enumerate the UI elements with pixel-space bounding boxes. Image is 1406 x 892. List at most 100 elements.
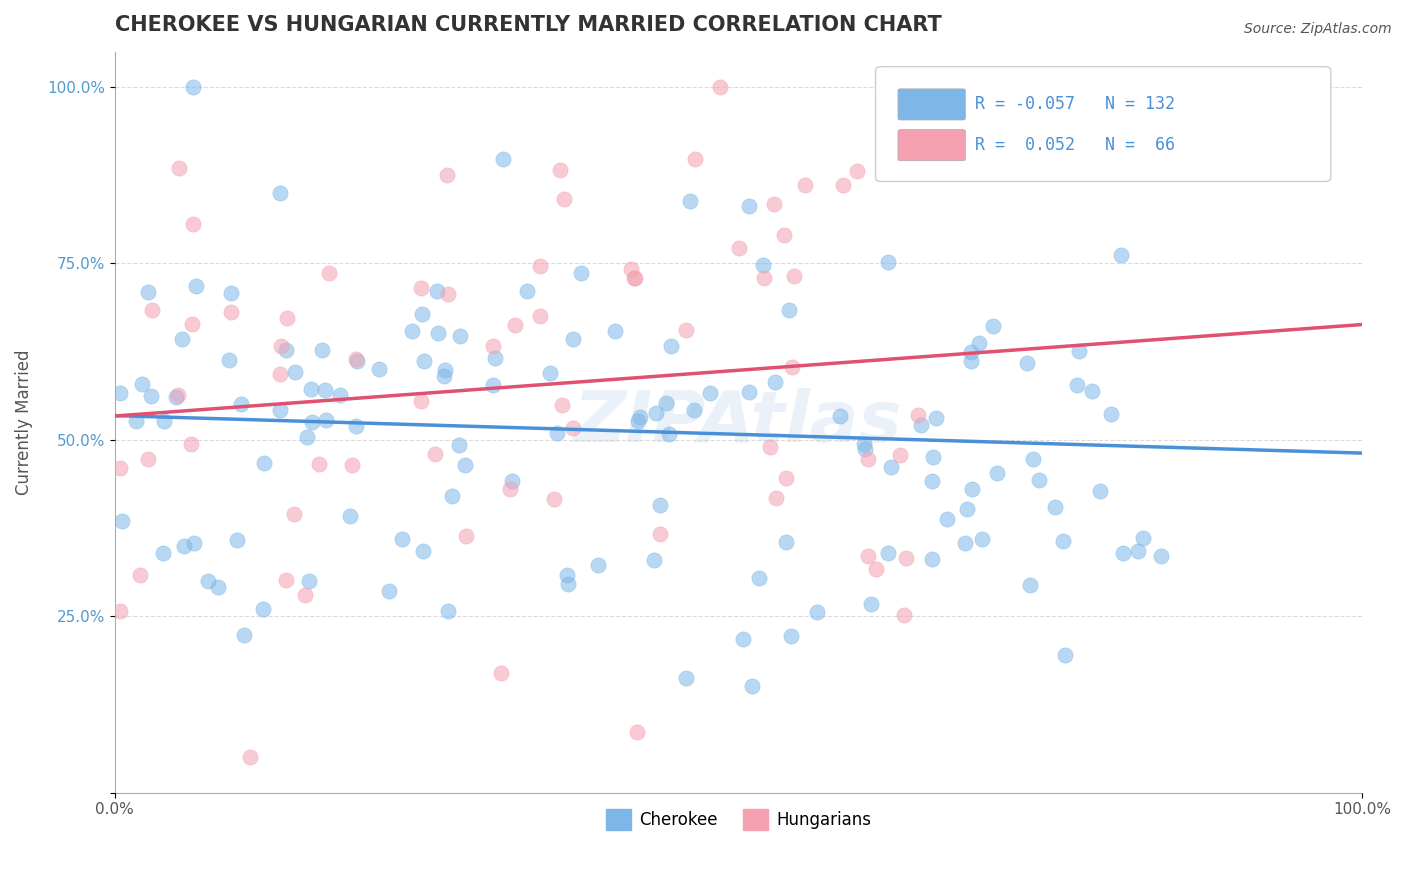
- Point: [655, 396, 678, 410]
- Point: [925, 410, 948, 425]
- Point: [436, 169, 458, 183]
- Point: [166, 388, 188, 402]
- Point: [499, 482, 522, 496]
- Point: [440, 489, 463, 503]
- Point: [907, 408, 929, 422]
- Point: [782, 268, 804, 283]
- Point: [276, 574, 298, 588]
- Point: [179, 436, 201, 450]
- Point: [921, 552, 943, 566]
- Point: [299, 382, 322, 396]
- Point: [269, 367, 291, 381]
- Point: [853, 442, 876, 456]
- Point: [778, 303, 800, 318]
- Point: [301, 416, 323, 430]
- Point: [856, 549, 879, 563]
- Point: [413, 354, 436, 368]
- Point: [1099, 407, 1122, 421]
- Point: [752, 271, 775, 285]
- Point: [1053, 648, 1076, 662]
- Point: [921, 474, 943, 488]
- Point: [181, 218, 204, 232]
- Point: [752, 258, 775, 272]
- Point: [221, 285, 243, 300]
- Point: [623, 271, 645, 285]
- Point: [1017, 356, 1039, 370]
- Point: [516, 284, 538, 298]
- FancyBboxPatch shape: [876, 67, 1331, 181]
- Point: [763, 197, 786, 211]
- Point: [859, 597, 882, 611]
- Point: [738, 384, 761, 399]
- Legend: Cherokee, Hungarians: Cherokee, Hungarians: [599, 803, 877, 836]
- Point: [986, 466, 1008, 480]
- Point: [880, 459, 903, 474]
- Point: [896, 550, 918, 565]
- Point: [1111, 546, 1133, 560]
- Point: [1109, 248, 1132, 262]
- Point: [141, 303, 163, 318]
- Point: [1090, 483, 1112, 498]
- Point: [501, 474, 523, 488]
- Point: [434, 362, 457, 376]
- Point: [910, 417, 932, 432]
- Point: [529, 259, 551, 273]
- Point: [283, 507, 305, 521]
- Point: [960, 482, 983, 496]
- Point: [437, 287, 460, 301]
- Point: [129, 568, 152, 582]
- Point: [340, 458, 363, 473]
- Point: [454, 458, 477, 472]
- FancyBboxPatch shape: [898, 89, 966, 120]
- Point: [449, 438, 471, 452]
- Point: [551, 399, 574, 413]
- Point: [845, 163, 868, 178]
- Point: [314, 383, 336, 397]
- Point: [284, 365, 307, 379]
- Point: [329, 388, 352, 402]
- Point: [131, 376, 153, 391]
- Point: [1052, 533, 1074, 548]
- Point: [298, 574, 321, 588]
- Point: [953, 536, 976, 550]
- Point: [391, 532, 413, 546]
- Point: [741, 679, 763, 693]
- Point: [620, 262, 643, 277]
- Point: [806, 605, 828, 619]
- Point: [197, 574, 219, 589]
- Point: [110, 386, 132, 401]
- Point: [482, 377, 505, 392]
- Point: [426, 284, 449, 298]
- Point: [311, 343, 333, 357]
- Point: [412, 543, 434, 558]
- Point: [276, 310, 298, 325]
- Point: [557, 576, 579, 591]
- Point: [425, 447, 447, 461]
- Point: [489, 665, 512, 680]
- Point: [981, 319, 1004, 334]
- Point: [484, 351, 506, 365]
- Point: [780, 359, 803, 374]
- Text: ZIPAtlas: ZIPAtlas: [574, 388, 903, 457]
- Point: [748, 571, 770, 585]
- Point: [1050, 150, 1073, 164]
- Point: [346, 354, 368, 368]
- Point: [167, 161, 190, 176]
- Point: [775, 534, 797, 549]
- Point: [623, 270, 645, 285]
- Point: [125, 414, 148, 428]
- Point: [1066, 378, 1088, 392]
- Point: [773, 227, 796, 242]
- Point: [586, 558, 609, 572]
- Point: [297, 430, 319, 444]
- Point: [409, 393, 432, 408]
- Point: [765, 491, 787, 505]
- Point: [152, 546, 174, 560]
- FancyBboxPatch shape: [898, 129, 966, 161]
- Point: [904, 80, 927, 95]
- Point: [274, 343, 297, 357]
- Point: [294, 588, 316, 602]
- Point: [170, 332, 193, 346]
- Point: [648, 526, 671, 541]
- Point: [108, 461, 131, 475]
